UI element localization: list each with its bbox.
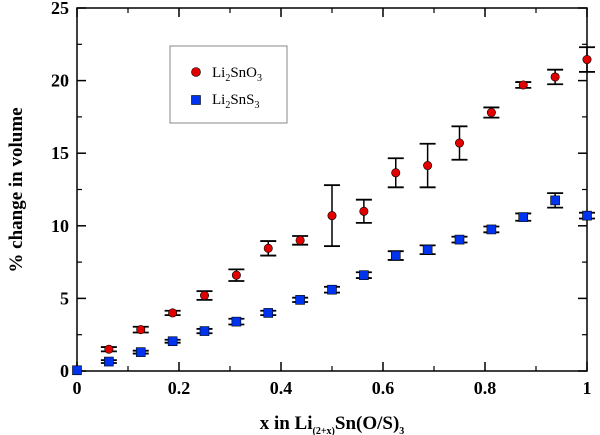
- y-tick-label: 10: [51, 216, 69, 236]
- x-tick-label: 0.4: [270, 378, 293, 398]
- data-layer: [72, 46, 595, 376]
- y-tick-label: 20: [51, 71, 69, 91]
- legend-label-li2sno3: Li2SnO3: [212, 65, 262, 84]
- point-li2sns3: [199, 326, 210, 336]
- point-li2sno3: [200, 290, 210, 300]
- legend: Li2SnO3 Li2SnS3: [169, 45, 288, 124]
- point-li2sno3: [231, 270, 241, 280]
- point-li2sns3: [582, 210, 592, 221]
- x-tick-label: 0.2: [168, 378, 191, 398]
- point-li2sns3: [359, 270, 369, 280]
- point-li2sno3: [136, 325, 146, 335]
- point-li2sno3: [486, 108, 496, 118]
- point-li2sns3: [104, 356, 114, 367]
- point-li2sns3: [263, 308, 274, 318]
- point-li2sns3: [295, 295, 305, 305]
- x-tick-label: 0.8: [474, 378, 497, 398]
- point-li2sno3: [168, 308, 178, 318]
- legend-marker-li2sno3: [191, 67, 201, 77]
- point-li2sns3: [72, 365, 82, 376]
- x-axis-title: x in Li(2+x)Sn(O/S)3: [260, 413, 405, 435]
- point-li2sns3: [486, 224, 497, 235]
- legend-label-li2sns3: Li2SnS3: [212, 92, 260, 111]
- point-li2sno3: [454, 138, 464, 148]
- y-tick-label: 25: [51, 0, 69, 18]
- y-axis-title: % change in volume: [6, 107, 27, 272]
- point-li2sno3: [582, 55, 592, 65]
- x-tick-label: 1: [583, 378, 592, 398]
- point-li2sno3: [327, 211, 337, 221]
- point-li2sns3: [135, 347, 146, 357]
- y-tick-label: 0: [60, 361, 69, 381]
- y-tick-label: 15: [51, 143, 69, 163]
- point-li2sns3: [231, 316, 242, 327]
- point-li2sno3: [518, 80, 528, 90]
- point-li2sno3: [295, 235, 305, 245]
- point-li2sno3: [263, 243, 273, 253]
- legend-marker-li2sns3: [191, 95, 201, 105]
- point-li2sns3: [327, 284, 337, 295]
- point-li2sns3: [550, 195, 560, 206]
- point-li2sns3: [518, 212, 529, 222]
- point-li2sns3: [167, 336, 178, 347]
- point-li2sns3: [422, 244, 433, 255]
- x-tick-label: 0.6: [372, 378, 395, 398]
- legend-box: [169, 45, 288, 124]
- point-li2sns3: [390, 250, 401, 261]
- y-tick-label: 5: [60, 288, 69, 308]
- point-li2sno3: [550, 72, 560, 82]
- point-li2sno3: [423, 161, 433, 171]
- point-li2sno3: [104, 344, 114, 354]
- x-tick-label: 0: [73, 378, 82, 398]
- point-li2sno3: [391, 168, 401, 178]
- point-li2sno3: [359, 206, 369, 216]
- point-li2sns3: [454, 234, 465, 245]
